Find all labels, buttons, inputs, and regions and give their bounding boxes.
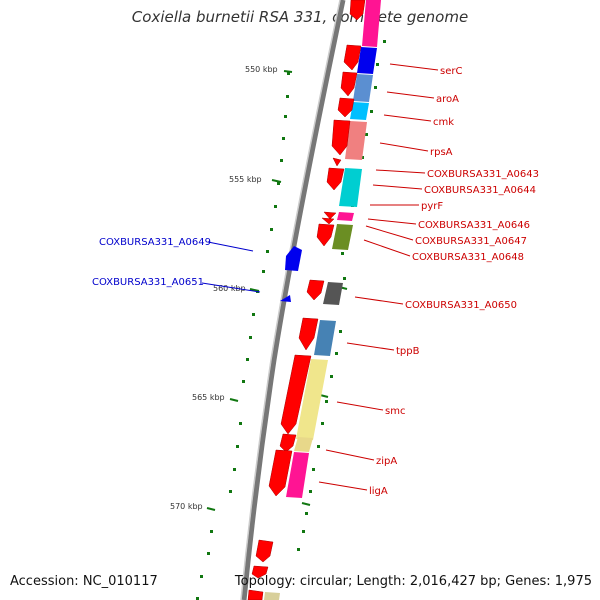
gene-arrow: [298, 317, 319, 351]
band-khaki2: [294, 437, 313, 452]
gene-label-ligA: ligA: [369, 486, 388, 497]
band-olive: [332, 224, 353, 250]
gene-label-smc: smc: [385, 406, 405, 417]
tick-mark: [283, 70, 293, 73]
forward-leader-lines: [318, 63, 439, 491]
reverse-genes: [280, 246, 302, 302]
gene-arrow: [279, 433, 297, 453]
gene-arrow: [268, 449, 293, 497]
gene-label-a0644: COXBURSA331_A0644: [424, 185, 536, 196]
tick-label: 560 kbp: [213, 284, 246, 293]
band-salmon: [345, 121, 367, 160]
band-teal: [339, 168, 362, 207]
gene-label-cmk: cmk: [433, 117, 454, 128]
gene-arrow: [332, 157, 342, 167]
genome-summary-text: Topology: circular; Length: 2,016,427 bp…: [234, 574, 592, 589]
gene-arrow: [326, 167, 345, 191]
tick-label: 555 kbp: [229, 175, 262, 184]
gene-arrow: [343, 44, 362, 71]
band-pink2: [286, 452, 309, 498]
gene-label-zipA: zipA: [376, 456, 397, 467]
gene-label-a0651: COXBURSA331_A0651: [92, 277, 204, 288]
gene-label-aroA: aroA: [436, 94, 459, 105]
band-cyan: [350, 102, 369, 120]
annotation-bands: [286, 0, 381, 498]
band-tan: [264, 592, 280, 600]
gene-label-a0643: COXBURSA331_A0643: [427, 169, 539, 180]
gene-label-a0646: COXBURSA331_A0646: [418, 220, 530, 231]
genome-backbone: [241, 0, 346, 600]
reverse-leader-lines: [201, 241, 261, 293]
gene-arrow: [321, 217, 335, 225]
gene-arrow-reverse: [280, 295, 291, 302]
gene-label-a0650: COXBURSA331_A0650: [405, 300, 517, 311]
gene-arrow: [247, 589, 264, 600]
forward-gene-labels: serC aroA cmk rpsA COXBURSA331_A0643 COX…: [369, 66, 539, 497]
gene-label-rpsA: rpsA: [430, 147, 453, 158]
gene-arrow: [331, 119, 351, 156]
tick-mark: [249, 288, 260, 292]
band-magenta: [337, 212, 354, 221]
gene-arrow: [349, 0, 366, 21]
forward-genes: [247, 0, 366, 600]
gene-arrow: [306, 279, 325, 301]
gene-label-a0649: COXBURSA331_A0649: [99, 237, 211, 248]
tick-mark: [271, 179, 282, 183]
tick-label: 550 kbp: [245, 65, 278, 74]
gene-arrow: [337, 97, 355, 118]
band-steel: [353, 74, 373, 102]
tick-label: 565 kbp: [192, 393, 225, 402]
tick-label: 570 kbp: [170, 502, 203, 511]
gene-arrow: [255, 539, 274, 563]
reverse-gene-labels: COXBURSA331_A0649 COXBURSA331_A0651: [92, 237, 211, 288]
band-blue: [357, 47, 377, 74]
band-gray: [323, 282, 343, 305]
gene-label-serC: serC: [440, 66, 462, 77]
band-steelblue: [314, 320, 336, 356]
gene-arrow: [251, 565, 269, 579]
tick-mark: [206, 507, 216, 511]
band-pink: [362, 0, 381, 47]
gene-arrow: [280, 354, 312, 435]
gene-label-tppB: tppB: [396, 346, 420, 357]
map-title: Coxiella burnetii RSA 331, complete geno…: [131, 8, 469, 26]
gene-label-a0648: COXBURSA331_A0648: [412, 252, 524, 263]
gene-label-a0647: COXBURSA331_A0647: [415, 236, 527, 247]
accession-text: Accession: NC_010117: [10, 574, 158, 589]
tick-mark: [229, 398, 239, 402]
inner-dot-ring: [196, 72, 290, 600]
gene-arrow: [340, 71, 358, 97]
gene-arrow: [323, 211, 337, 220]
gene-arrow-reverse: [285, 246, 302, 271]
gene-label-pyrF: pyrF: [421, 201, 443, 212]
gene-arrow: [316, 223, 335, 247]
genome-backbone-highlight: [240, 0, 341, 600]
kbp-ticks: 550 kbp 555 kbp 560 kbp 565 kbp 570 kbp: [170, 65, 293, 511]
band-khaki: [296, 359, 328, 440]
